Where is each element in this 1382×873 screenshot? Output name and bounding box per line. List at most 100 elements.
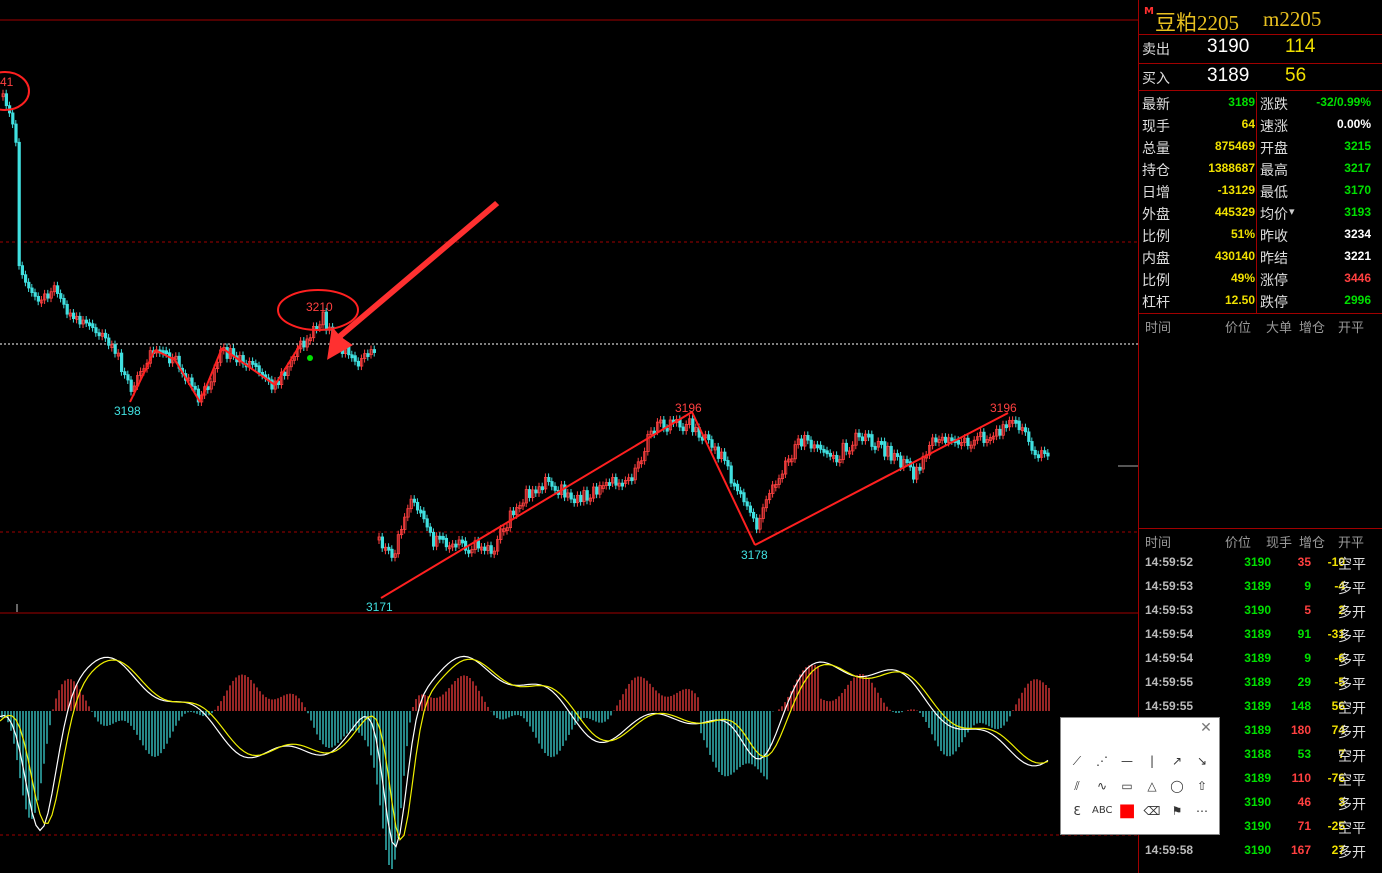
vertical-line-icon[interactable]: | [1149,754,1155,768]
tick-change: 3 [1338,795,1345,809]
candle-body [84,319,88,324]
kline-chart-area[interactable]: 41 3210 3196 3196 3198 3171 3178 [0,0,1138,873]
candle-body [377,536,381,541]
horizontal-line-icon[interactable]: — [1121,754,1133,768]
candle-body [624,480,628,484]
tick-open-close: 空平 [1338,821,1366,837]
color-picker-icon[interactable]: ■ [1118,800,1136,821]
rectangle-icon[interactable]: ▭ [1121,779,1133,793]
candle-body [806,435,810,441]
candle-body [479,546,484,551]
stat-value: 12.50 [1224,293,1255,307]
ellipse-icon[interactable]: ◯ [1170,779,1184,793]
tick-volume: 46 [1297,795,1311,809]
up-arrow-icon[interactable]: ⇧ [1196,779,1208,793]
tick-volume: 91 [1297,627,1311,641]
candle-body [428,526,433,533]
candle-body [761,507,765,519]
triangle-icon[interactable]: △ [1147,779,1157,793]
tick-time: 14:59:55 [1145,675,1194,689]
sell-label: 卖出 [1142,42,1170,58]
tick-row: 3190 71 -25 空平 [1139,815,1382,839]
stat-value: 0.00% [1336,117,1371,131]
candle-body [540,486,545,491]
eraser-icon[interactable]: ⌫ [1143,804,1161,818]
candle-body [998,428,1002,436]
candle-body [425,518,429,528]
kline-chart[interactable]: 41 3210 3196 3196 3198 3171 3178 [0,0,1138,873]
tick-open-close: 空开 [1338,749,1366,765]
candle-body [870,434,874,447]
candle-body [123,371,127,376]
candle-body [636,461,641,469]
column-header: 增仓 [1299,321,1326,336]
parallel-lines-icon[interactable]: ⫽ [1074,779,1080,793]
candle-body [521,502,525,507]
dropdown-icon[interactable]: ▾ [1289,205,1295,218]
pointer-arrow [327,200,500,360]
tick-time: 14:59:54 [1145,627,1194,641]
candle-body [62,297,66,305]
tick-volume: 167 [1290,843,1311,857]
stat-value: 49% [1230,271,1255,285]
tick-open-close: 多平 [1338,581,1366,597]
candle-body [947,437,951,443]
candle-body [982,431,986,443]
more-icon[interactable]: ⋯ [1196,804,1208,818]
candle-body [684,424,689,432]
candle-body [742,492,746,503]
candle-body [579,494,583,503]
text-icon[interactable]: ABC [1092,805,1113,816]
candle-body [768,493,772,501]
tick-open-close: 多开 [1338,725,1366,741]
arrow-up-right-icon[interactable]: ↗ [1171,754,1183,768]
trend-line [754,412,1009,546]
column-header: 价位 [1225,536,1252,551]
tick-change: 27 [1331,843,1345,857]
stat-label: 现手 [1142,119,1170,135]
candle-body [713,446,717,451]
candle-body [476,540,481,549]
candle-body [880,441,884,445]
candle-body [960,442,964,446]
tick-volume: 148 [1290,699,1311,713]
candle-body [531,489,535,498]
candle-body [308,337,313,342]
candle-body [963,437,967,443]
stat-value: 875469 [1214,139,1255,153]
tick-price: 3189 [1244,627,1271,641]
candle-body [1017,420,1021,431]
candle-body [390,548,394,558]
buy-row: 买入 3189 56 [1139,63,1382,91]
tick-row: 14:59:55 3189 29 -5 多平 [1139,671,1382,695]
candle-body [305,338,309,348]
tick-open-close: 多开 [1338,797,1366,813]
candle-body [825,450,829,455]
candle-body [14,123,18,143]
candle-body [883,441,887,457]
tick-price: 3189 [1244,699,1271,713]
candle-body [534,489,538,494]
column-header: 增仓 [1299,536,1326,551]
candle-body [369,349,373,356]
candle-body [489,545,493,554]
candle-body [614,477,618,486]
candle-body [873,446,877,450]
candle-body [499,528,503,540]
instrument-title: M 豆粕2205 m2205 [1143,3,1382,35]
stat-value: 3215 [1344,139,1371,153]
ray-dashed-icon[interactable]: ⋰ [1096,754,1108,768]
candle-body [838,459,842,463]
sell-volume: 114 [1285,36,1316,57]
close-icon[interactable]: ✕ [1200,720,1212,736]
peak-label: 3210 [306,300,333,314]
candle-body [604,482,609,486]
candle-body [1020,427,1025,432]
fib-icon[interactable]: Ɛ [1073,804,1081,818]
candle-body [279,371,284,386]
zigzag-icon[interactable]: ∿ [1096,779,1108,793]
flag-icon[interactable]: ⚑ [1171,804,1183,818]
stat-label: 开盘 [1260,141,1288,157]
line-icon[interactable]: ⟋ [1072,754,1082,768]
arrow-down-right-icon[interactable]: ↘ [1196,754,1208,768]
